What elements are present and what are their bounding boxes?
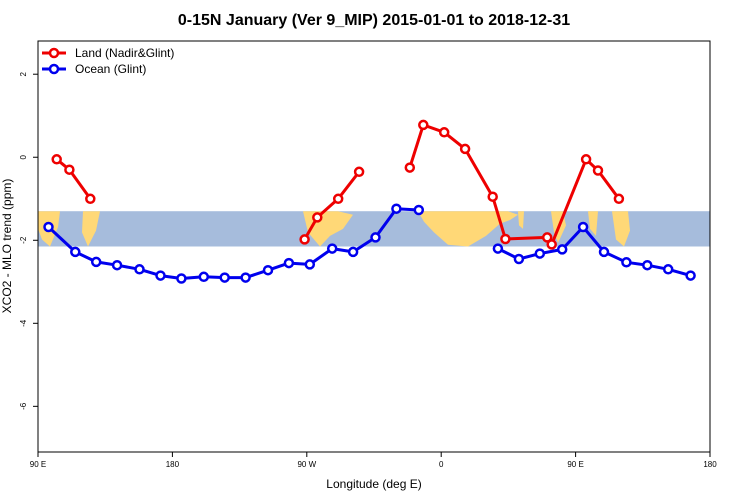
legend-entry-land: Land (Nadir&Glint) bbox=[42, 46, 174, 60]
data-point bbox=[391, 203, 402, 214]
data-point bbox=[312, 212, 323, 223]
plot-frame bbox=[37, 40, 711, 453]
map-band bbox=[38, 211, 710, 247]
data-point bbox=[404, 162, 416, 173]
data-point bbox=[51, 154, 62, 165]
data-point bbox=[198, 271, 210, 283]
data-point bbox=[111, 259, 123, 271]
data-point bbox=[546, 239, 557, 250]
data-point bbox=[662, 264, 674, 275]
land-patch bbox=[518, 211, 524, 229]
data-point bbox=[413, 204, 425, 216]
series-line bbox=[303, 170, 361, 241]
data-point bbox=[134, 264, 145, 275]
data-point bbox=[534, 248, 546, 259]
data-point bbox=[418, 119, 429, 131]
data-point bbox=[299, 234, 310, 245]
data-point bbox=[326, 243, 338, 254]
data-point bbox=[621, 257, 632, 268]
x-axis-label: Longitude (deg E) bbox=[326, 477, 421, 491]
legend-marker-land bbox=[48, 47, 60, 59]
data-point bbox=[176, 273, 187, 284]
data-point bbox=[459, 143, 471, 155]
y-tick-label: 2 bbox=[19, 71, 28, 76]
land-patch bbox=[612, 211, 630, 247]
series-line bbox=[55, 158, 92, 200]
data-point bbox=[370, 232, 381, 243]
legend-label-ocean: Ocean (Glint) bbox=[75, 62, 146, 76]
y-tick-label: -6 bbox=[19, 402, 28, 410]
x-tick-label: 0 bbox=[439, 460, 444, 469]
x-tick-label: 180 bbox=[166, 460, 180, 469]
series-0 bbox=[51, 119, 625, 250]
data-point bbox=[592, 165, 604, 176]
data-point bbox=[598, 246, 610, 258]
data-point bbox=[64, 164, 75, 175]
data-point bbox=[577, 221, 589, 233]
data-point bbox=[541, 232, 553, 243]
data-point bbox=[304, 259, 316, 270]
data-point bbox=[642, 259, 653, 271]
x-tick-label: 180 bbox=[703, 460, 717, 469]
data-point bbox=[613, 193, 625, 205]
y-axis-label: XCO2 - MLO trend (ppm) bbox=[0, 179, 14, 314]
y-tick-label: -2 bbox=[19, 236, 28, 244]
data-point bbox=[513, 253, 525, 265]
legend-marker-ocean bbox=[48, 63, 60, 75]
y-tick-label: 0 bbox=[19, 154, 28, 159]
y-axis: 2 0 -2 -4 -6 bbox=[19, 71, 38, 410]
data-point bbox=[70, 246, 81, 258]
data-point bbox=[347, 246, 359, 258]
x-tick-label: 90 E bbox=[567, 460, 583, 469]
data-point bbox=[500, 233, 511, 245]
land-patch bbox=[418, 211, 518, 247]
data-point bbox=[332, 193, 344, 205]
x-tick-label: 90 E bbox=[30, 460, 46, 469]
data-point bbox=[492, 243, 504, 254]
data-point bbox=[155, 270, 166, 281]
data-point bbox=[219, 272, 230, 283]
data-point bbox=[240, 272, 251, 283]
data-point bbox=[487, 191, 498, 202]
series-1 bbox=[43, 203, 696, 284]
data-point bbox=[43, 221, 54, 233]
land-patch bbox=[588, 211, 598, 236]
data-point bbox=[90, 256, 102, 268]
legend: Land (Nadir&Glint) Ocean (Glint) bbox=[42, 46, 174, 76]
series-line bbox=[497, 225, 692, 278]
data-point bbox=[580, 154, 592, 165]
data-point bbox=[438, 127, 450, 138]
x-axis: 90 E 180 90 W 0 90 E 180 bbox=[30, 452, 717, 469]
data-point bbox=[685, 270, 696, 281]
series-layer bbox=[43, 119, 696, 284]
data-point bbox=[283, 257, 295, 269]
legend-label-land: Land (Nadir&Glint) bbox=[75, 46, 174, 60]
x-tick-label: 90 W bbox=[297, 460, 316, 469]
data-point bbox=[353, 166, 365, 178]
data-point bbox=[262, 264, 274, 276]
land-patch bbox=[82, 211, 100, 247]
chart-title: 0-15N January (Ver 9_MIP) 2015-01-01 to … bbox=[178, 12, 570, 29]
data-point bbox=[556, 244, 568, 255]
legend-entry-ocean: Ocean (Glint) bbox=[42, 62, 146, 76]
y-tick-label: -4 bbox=[19, 319, 28, 327]
data-point bbox=[85, 193, 96, 205]
